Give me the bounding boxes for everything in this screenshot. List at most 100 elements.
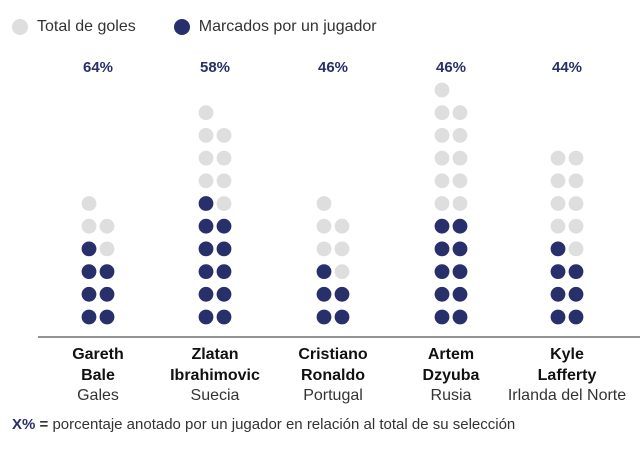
team-goal-dot	[316, 218, 332, 234]
team-goal-dot	[434, 127, 450, 143]
team-goal-dot	[334, 241, 350, 257]
player-first-name: Cristiano	[298, 346, 368, 363]
team-goal-dot	[452, 196, 468, 211]
percentage-label: 58%	[200, 59, 230, 76]
team-goal-dot	[568, 150, 584, 166]
team-goal-dot	[198, 127, 214, 143]
scored-goal-dot	[452, 286, 468, 302]
team-goal-dot	[216, 127, 232, 143]
scored-goal-dot	[550, 241, 566, 257]
player-last-name: Dzyuba	[423, 367, 480, 384]
legend-item-total: Total de goles	[12, 18, 136, 36]
scored-goal-dot	[216, 264, 232, 279]
percentage-label: 44%	[552, 59, 582, 76]
scored-goal-dot	[198, 218, 214, 234]
footnote-key: X%	[12, 416, 36, 433]
scored-goal-dot	[81, 241, 97, 257]
team-goal-dot	[198, 105, 214, 121]
player-first-name: Gareth	[72, 346, 124, 363]
player-last-name: Lafferty	[538, 367, 597, 384]
player-first-name: Artem	[428, 346, 474, 363]
team-goal-dot	[99, 218, 115, 234]
team-goal-dot	[452, 173, 468, 189]
player-last-name: Ibrahimovic	[170, 367, 260, 384]
team-goal-dot	[434, 105, 450, 121]
scored-goal-dot	[198, 264, 214, 279]
team-goal-dot	[568, 196, 584, 211]
percentage-label: 46%	[436, 59, 466, 76]
scored-goal-dot	[216, 309, 232, 325]
team-goal-dot	[316, 241, 332, 257]
scored-goal-dot	[452, 241, 468, 257]
legend-item-scored: Marcados por un jugador	[173, 18, 377, 36]
scored-goal-dot	[550, 286, 566, 302]
player-country: Rusia	[431, 387, 472, 404]
legend-swatch-scored	[173, 19, 190, 35]
player-first-name: Kyle	[550, 346, 584, 363]
percentage-label: 64%	[83, 59, 113, 76]
scored-goal-dot	[452, 218, 468, 234]
scored-goal-dot	[452, 264, 468, 279]
team-goal-dot	[452, 127, 468, 143]
legend-swatch-total	[12, 19, 28, 35]
scored-goal-dot	[216, 241, 232, 257]
scored-goal-dot	[99, 264, 115, 279]
legend-label-scored: Marcados por un jugador	[198, 18, 377, 35]
team-goal-dot	[434, 173, 450, 189]
percentage-label: 46%	[318, 59, 348, 76]
player-last-name: Bale	[81, 367, 115, 384]
team-goal-dot	[568, 218, 584, 234]
team-goal-dot	[99, 241, 115, 257]
legend-label-total: Total de goles	[37, 18, 136, 35]
footnote-equals: =	[39, 416, 49, 433]
team-goal-dot	[434, 82, 450, 98]
scored-goal-dot	[568, 309, 584, 325]
scored-goal-dot	[198, 196, 214, 211]
scored-goal-dot	[99, 286, 115, 302]
team-goal-dot	[568, 173, 584, 189]
scored-goal-dot	[434, 309, 450, 325]
player-first-name: Zlatan	[191, 346, 238, 363]
scored-goal-dot	[316, 286, 332, 302]
team-goal-dot	[550, 196, 566, 211]
player-country: Suecia	[191, 387, 240, 404]
team-goal-dot	[198, 150, 214, 166]
scored-goal-dot	[316, 264, 332, 279]
scored-goal-dot	[316, 309, 332, 325]
team-goal-dot	[434, 196, 450, 211]
team-goal-dot	[452, 105, 468, 121]
scored-goal-dot	[550, 264, 566, 279]
scored-goal-dot	[216, 218, 232, 234]
player-country: Portugal	[303, 387, 363, 404]
scored-goal-dot	[434, 241, 450, 257]
team-goal-dot	[550, 218, 566, 234]
scored-goal-dot	[198, 241, 214, 257]
scored-goal-dot	[568, 286, 584, 302]
legend: Total de goles Marcados por un jugador	[12, 18, 415, 36]
team-goal-dot	[216, 150, 232, 166]
scored-goal-dot	[334, 309, 350, 325]
scored-goal-dot	[434, 264, 450, 279]
team-goal-dot	[452, 150, 468, 166]
footnote-text: porcentaje anotado por un jugador en rel…	[52, 416, 516, 433]
team-goal-dot	[316, 196, 332, 211]
scored-goal-dot	[550, 309, 566, 325]
scored-goal-dot	[568, 264, 584, 279]
scored-goal-dot	[334, 286, 350, 302]
team-goal-dot	[216, 196, 232, 211]
scored-goal-dot	[198, 309, 214, 325]
team-goal-dot	[550, 150, 566, 166]
scored-goal-dot	[198, 286, 214, 302]
player-last-name: Ronaldo	[301, 367, 365, 384]
scored-goal-dot	[216, 286, 232, 302]
team-goal-dot	[434, 150, 450, 166]
team-goal-dot	[198, 173, 214, 189]
team-goal-dot	[81, 196, 97, 211]
team-goal-dot	[568, 241, 584, 257]
scored-goal-dot	[434, 286, 450, 302]
player-country: Gales	[77, 387, 119, 404]
scored-goal-dot	[81, 264, 97, 279]
team-goal-dot	[216, 173, 232, 189]
player-country: Irlanda del Norte	[508, 387, 626, 404]
